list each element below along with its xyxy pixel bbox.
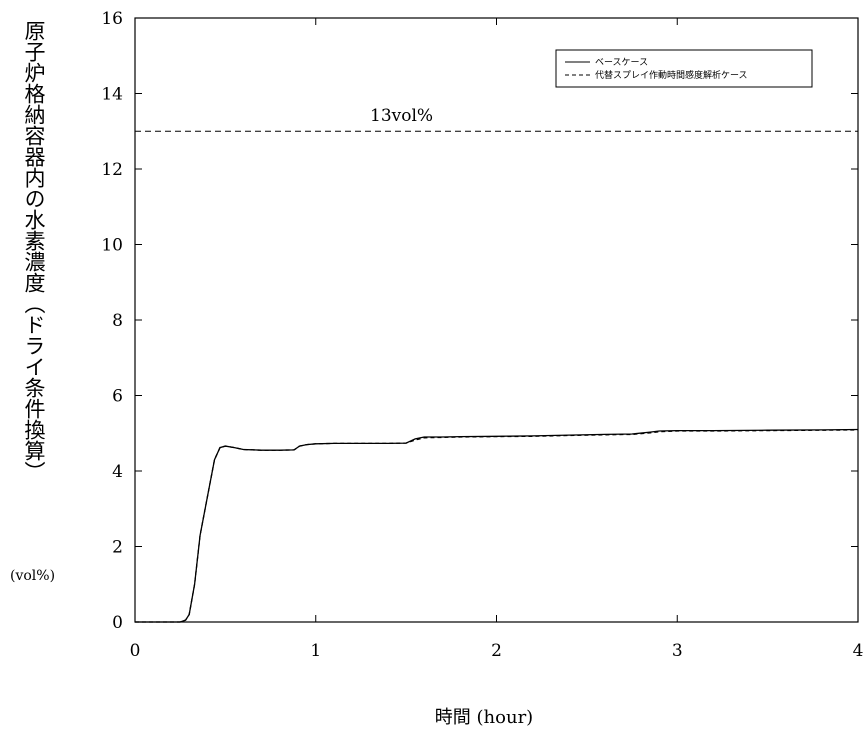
y-tick-label: 10 [101, 236, 123, 256]
x-tick-label: 0 [130, 641, 141, 661]
y-tick-label: 6 [112, 387, 123, 407]
x-tick-label: 1 [310, 641, 321, 661]
legend-box [555, 49, 813, 88]
legend: ベースケース 代替スプレイ作動時間感度解析ケース [555, 49, 813, 88]
plot-frame [134, 17, 859, 623]
y-tick-label: 8 [112, 311, 123, 331]
x-tick-label: 3 [672, 641, 683, 661]
y-tick-label: 2 [112, 538, 123, 558]
x-axis-label: 時間 (hour) [434, 707, 534, 728]
y-tick-label: 16 [101, 9, 123, 29]
x-tick-label: 4 [853, 641, 864, 661]
y-tick-label: 14 [101, 85, 123, 105]
x-axis: 0 1 2 3 4 [130, 18, 864, 661]
y-axis: 0 2 4 6 8 10 12 14 16 [101, 9, 858, 633]
reference-line-label: 13vol% [370, 106, 433, 126]
reference-line-group: 13vol% [135, 106, 858, 132]
legend-label-base-case: ベースケース [595, 57, 648, 68]
series-line-sensitivity-case [135, 429, 859, 623]
y-axis-unit: (vol%) [10, 568, 56, 584]
x-tick-label: 2 [491, 641, 502, 661]
y-tick-label: 12 [101, 160, 123, 180]
legend-label-sensitivity-case: 代替スプレイ作動時間感度解析ケース [595, 69, 748, 81]
y-tick-label: 0 [112, 613, 123, 633]
series-group [135, 428, 859, 623]
y-axis-label: 原子炉格納容器内の水素濃度（ドライ条件換算） [22, 20, 46, 482]
y-tick-label: 4 [112, 462, 123, 482]
series-line-base-case [135, 428, 859, 623]
